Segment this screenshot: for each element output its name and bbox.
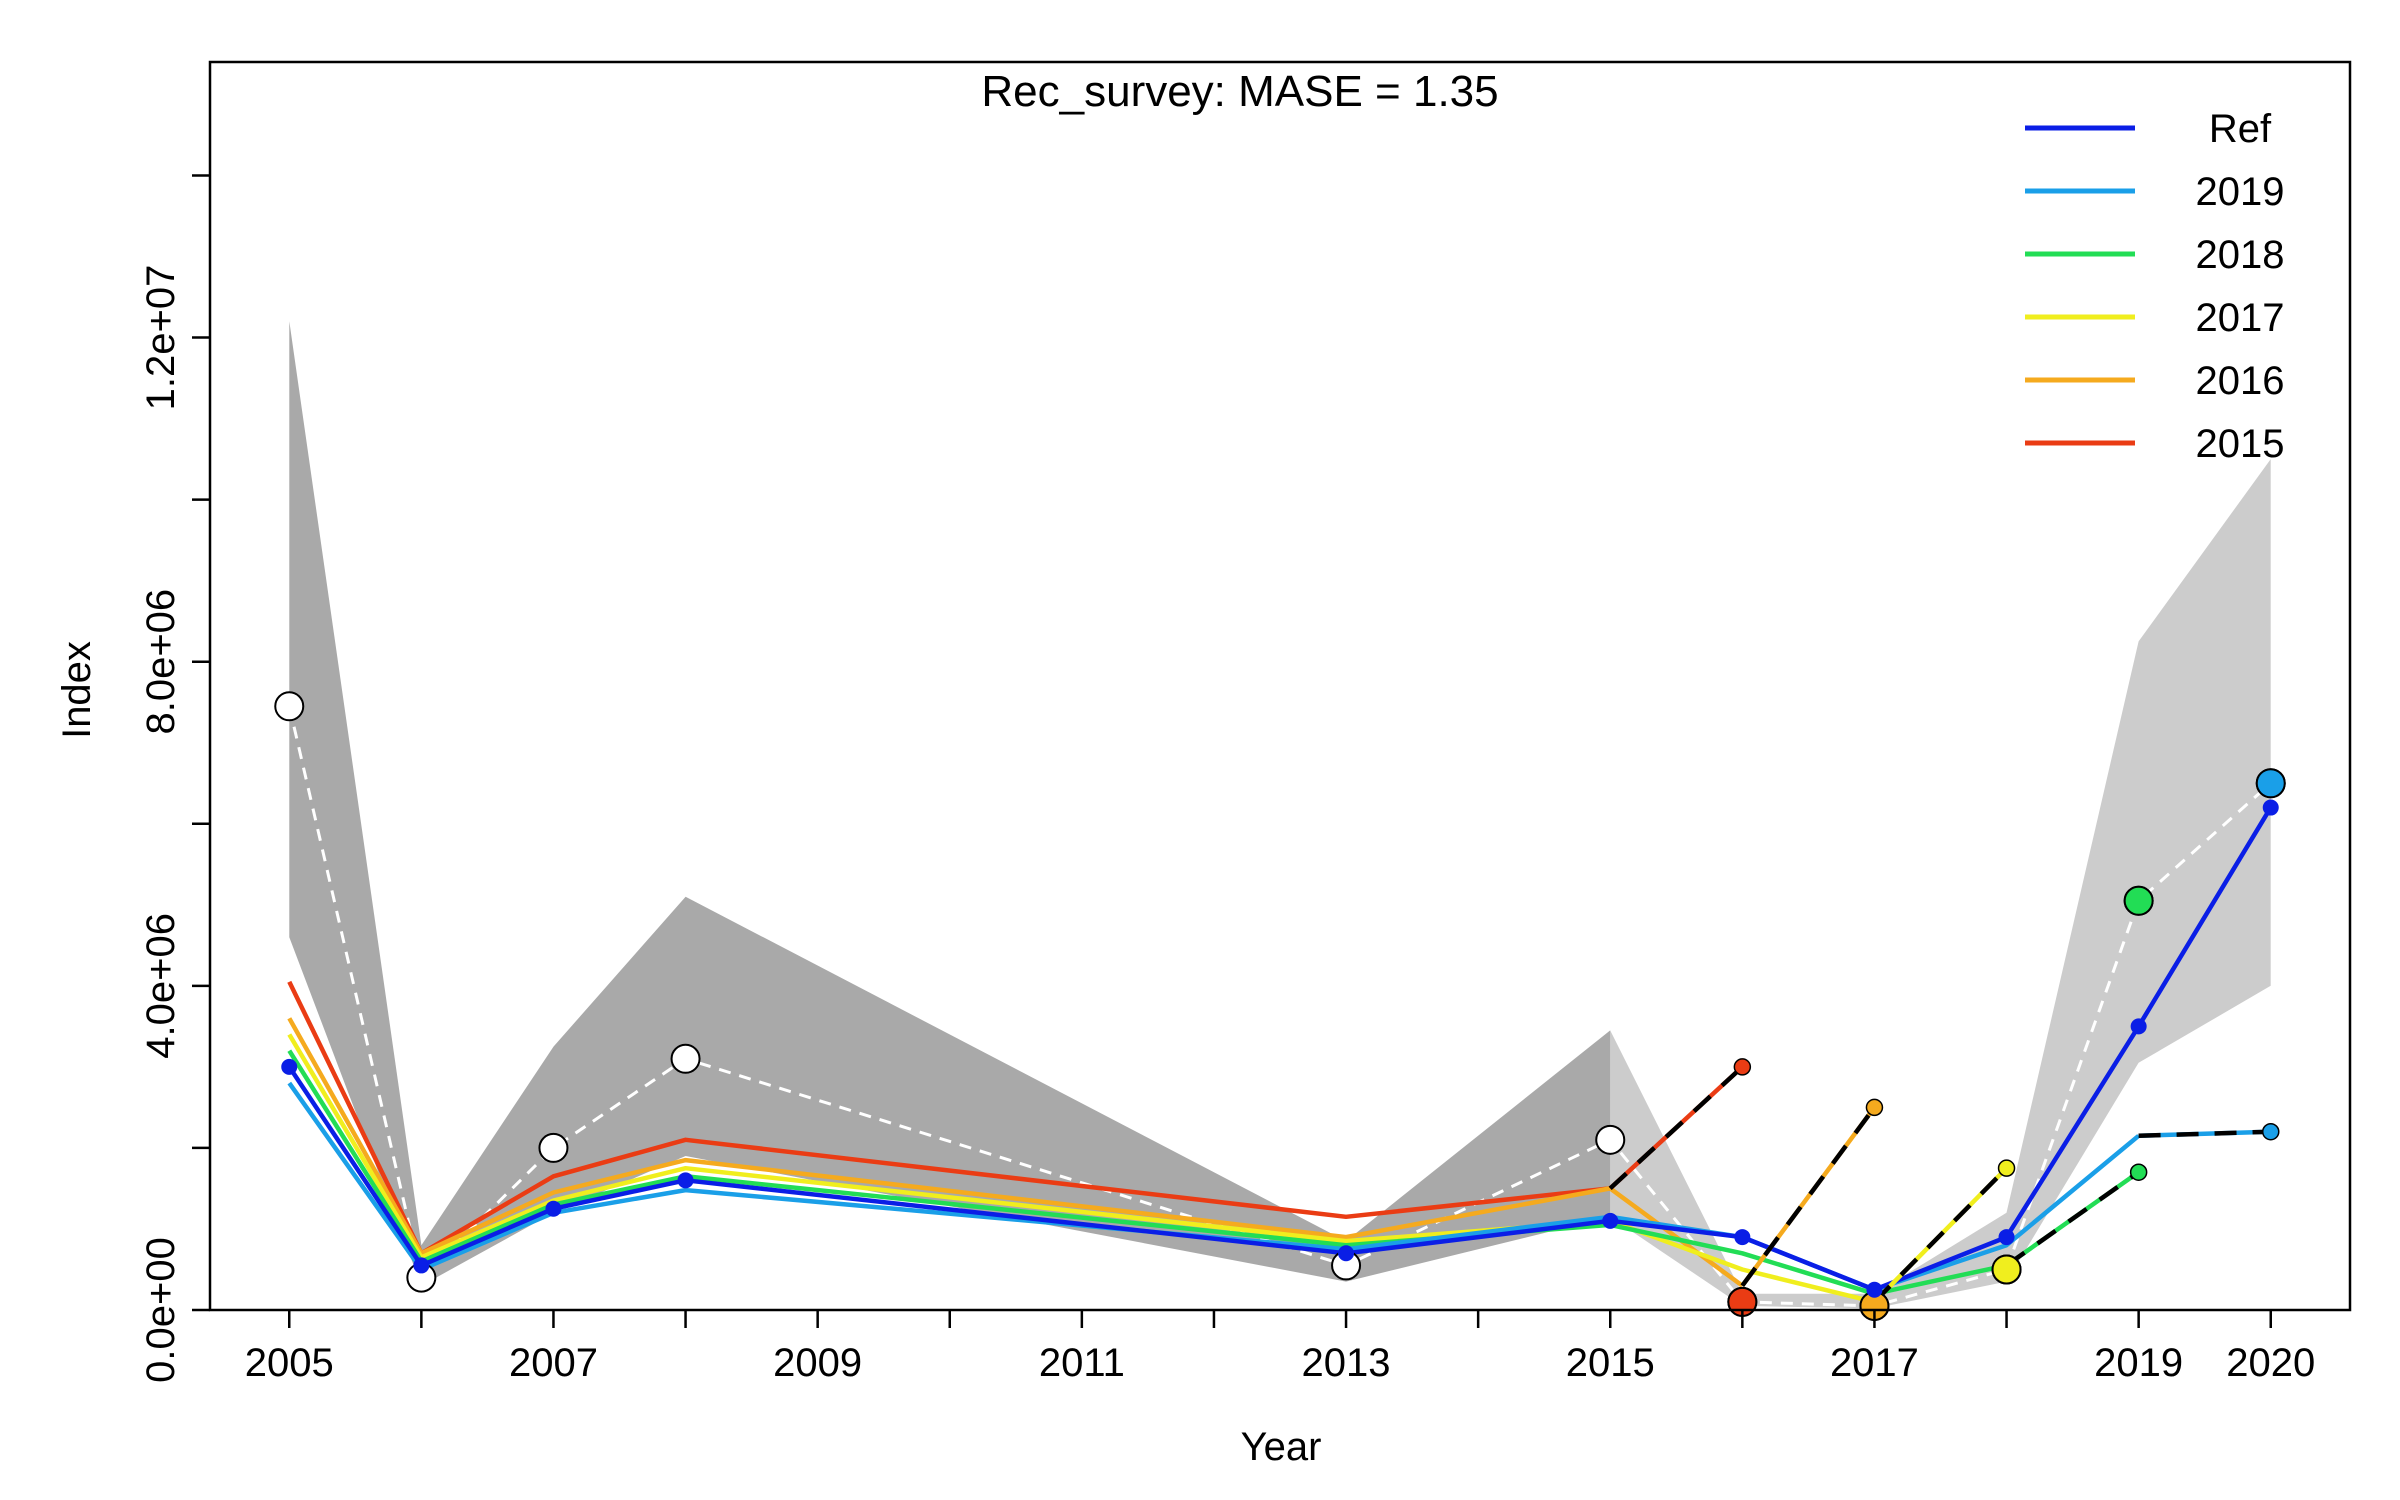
observed-point [670,1043,701,1074]
ref-point [1734,1229,1751,1246]
series-line-2018 [287,1049,2007,1297]
forecast-line-2019 [2138,1129,2271,1139]
x-tick-label: 2019 [2094,1341,2183,1385]
observed-point [274,691,305,722]
observed-point [538,1132,569,1163]
forecast-point-2019 [2261,1122,2280,1141]
ref-point [1338,1245,1355,1262]
legend-label-2019: 2019 [2196,170,2285,214]
chart-title: Rec_survey: MASE = 1.35 [981,67,1498,116]
ci-band-early [289,321,1611,1286]
legend-label-2017: 2017 [2196,296,2285,340]
forecast-dash-2015 [1608,1065,1744,1191]
ci-band-late [1610,459,2271,1309]
series-line-2017 [287,1033,1875,1305]
forecast-dash-2018 [2005,1170,2140,1268]
ref-point [1998,1229,2015,1246]
legend-label-2015: 2015 [2196,422,2285,466]
x-tick-label: 2017 [1830,1341,1919,1385]
forecast-segments [1608,1065,2271,1304]
y-tick-label: 1.2e+07 [139,265,183,411]
x-tick-label: 2005 [245,1341,334,1385]
legend-label-2018: 2018 [2196,233,2285,277]
forecast-point-2015 [1733,1058,1752,1076]
y-axis-label: Index [55,641,99,739]
x-tick-label: 2011 [1039,1341,1125,1385]
ref-point [2130,1018,2147,1035]
x-tick-label: 2007 [509,1341,598,1385]
y-tick-label: 4.0e+06 [139,913,183,1059]
legend: Ref 2019 2018 2017 2016 2015 [2025,107,2284,466]
series-endpoint-markers [281,799,2280,1298]
x-tick-label: 2015 [1566,1341,1655,1385]
x-tick-label: 2020 [2226,1341,2315,1385]
plot-frame [208,60,2352,1312]
highlighted-point-2019 [2123,885,2154,916]
y-axis: 0.0e+00 4.0e+06 8.0e+06 1.2e+07 [139,174,210,1383]
series-line-2015 [287,980,1611,1256]
forecast-dash-2017 [1872,1166,2009,1304]
ref-point [677,1172,694,1189]
ref-point [281,1058,298,1075]
ref-point [1866,1281,1883,1298]
y-tick-label: 8.0e+06 [139,589,183,735]
ref-point [2262,799,2279,816]
confidence-bands [289,321,2271,1309]
forecast-point-2016 [1865,1098,1884,1117]
forecast-point-2018 [2129,1163,2148,1181]
forecast-line-2016 [1740,1106,1877,1288]
x-tick-label: 2013 [1302,1341,1391,1385]
highlighted-point-2018 [1991,1254,2022,1285]
x-axis-label: Year [1241,1425,1322,1469]
y-tick-label: 0.0e+00 [139,1237,183,1383]
x-tick-label: 2009 [773,1341,862,1385]
ref-point [545,1200,562,1217]
legend-label-ref: Ref [2209,107,2272,151]
forecast-point-2017 [1997,1159,2016,1177]
observed-point [1595,1124,1626,1155]
ref-point [413,1257,430,1274]
legend-label-2016: 2016 [2196,359,2285,403]
ref-point [1602,1212,1619,1229]
x-axis: 2005 2007 2009 2011 2013 2015 2017 2019 2020 [245,1310,2315,1385]
highlighted-point-2020 [2255,768,2286,799]
series-line-2019 [287,1081,2141,1292]
